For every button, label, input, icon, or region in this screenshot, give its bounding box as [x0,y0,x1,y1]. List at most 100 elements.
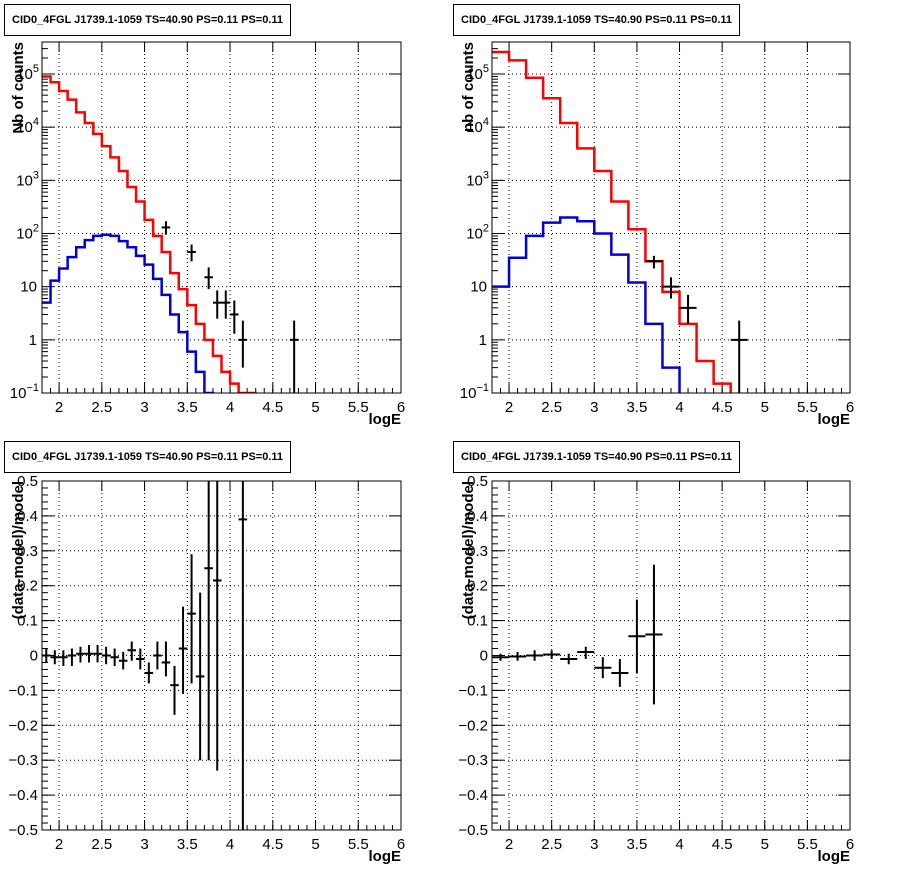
y-axis-label: (data-model)/model [460,481,477,619]
data-point [136,648,145,670]
x-tick-label: 4.5 [262,836,283,853]
data-point [238,481,248,830]
total-model-histogram [42,75,257,393]
data-point [144,662,154,684]
data-point [59,650,68,666]
total-model-histogram [492,50,732,393]
data-point [93,645,102,663]
x-tick-label: 2 [55,399,63,416]
plot-area [492,50,748,393]
data-point [221,290,231,319]
y-tick-label: 105 [466,63,489,83]
y-tick-label: −0.1 [458,682,488,699]
y-tick-label: 104 [466,116,489,136]
x-tick-label: 6 [846,836,854,853]
data-point [230,300,239,334]
data-point [492,653,510,661]
x-tick-label: 5 [311,836,319,853]
y-tick-label: −0.2 [458,717,488,734]
data-point [178,606,188,694]
y-tick-label: 0.3 [17,543,38,560]
y-tick-label: 0.4 [467,508,488,525]
y-tick-label: −0.3 [8,752,38,769]
y-tick-label: 0.2 [467,578,488,595]
x-axis-label: logE [818,848,851,865]
plot-frame [41,480,402,831]
pad-spectrum-coarse: 2 2.5 3 3.5 4 4.5 5 5.5 6 10−1 1 10 102 103 104 105 logE… [449,0,898,437]
x-tick-label: 6 [846,399,854,416]
x-tick-label: 4.5 [712,836,733,853]
y-tick-label: 0.5 [17,473,38,490]
y-tick-label: 103 [466,169,489,189]
y-tick-label: 105 [16,63,39,83]
x-tick-label: 2.5 [541,836,562,853]
data-point [84,645,94,663]
y-tick-label: −0.5 [458,822,488,839]
data-point [42,648,51,663]
x-tick-label: 3 [140,836,148,853]
x-tick-label: 5 [761,399,769,416]
x-tick-label: 3 [140,399,148,416]
pad-residual-coarse: 2 2.5 3 3.5 4 4.5 5 5.5 6 −0.5 −0.4 −0.3 −0.2 −0.1 0 0.… [449,437,898,875]
x-tick-label: 2.5 [541,399,562,416]
source-model-histogram [42,233,215,393]
x-tick-label: 5 [761,836,769,853]
data-point [161,641,171,677]
data-point [76,646,85,663]
x-axis-label: logE [818,411,851,428]
x-axis-label: logE [369,848,402,865]
residual-fine-chart: 2 2.5 3 3.5 4 4.5 5 5.5 6 −0.5 −0.4 −0.3 −0.2 −0.1 0 0.… [8,473,405,865]
x-tick-label: 4.5 [262,399,283,416]
pad-residual-fine: 2 2.5 3 3.5 4 4.5 5 5.5 6 −0.5 −0.4 −0.3 −0.2 −0.1 0 0.… [0,437,449,875]
data-point [204,267,213,290]
chart-title: CID0_4FGL J1739.1-1059 TS=40.90 PS=0.11 … [453,441,741,473]
chart-title: CID0_4FGL J1739.1-1059 TS=40.90 PS=0.11 … [4,441,292,473]
plot-area [42,75,299,393]
data-point [543,650,561,659]
x-tick-label: 3.5 [177,836,198,853]
y-tick-label: 104 [16,116,39,136]
x-tick-label: 4 [226,399,234,416]
y-tick-label: 1 [29,332,37,349]
y-tick-label: 10−1 [10,382,39,402]
y-tick-label: 0.2 [17,578,38,595]
x-tick-label: 5.5 [797,836,818,853]
plot-frame [491,480,851,831]
y-tick-label: −0.2 [8,717,38,734]
data-point [509,652,527,661]
data-point [127,641,137,661]
chart-title: CID0_4FGL J1739.1-1059 TS=40.90 PS=0.11 … [4,4,292,36]
x-tick-label: 6 [397,836,405,853]
x-tick-label: 3.5 [626,836,647,853]
data-point [730,320,748,393]
data-point [645,564,663,705]
y-tick-label: −0.4 [8,787,38,804]
spectrum-coarse-chart: 2 2.5 3 3.5 4 4.5 5 5.5 6 10−1 1 10 102 103 104 105 logE… [460,41,854,428]
x-tick-label: 4.5 [712,399,733,416]
data-point [101,646,111,665]
plot-frame [41,41,402,394]
y-tick-label: 0.1 [467,613,488,630]
source-model-histogram [492,216,681,393]
data-point [67,648,77,666]
y-tick-label: −0.1 [8,682,38,699]
data-point [212,481,222,771]
residual-coarse-chart: 2 2.5 3 3.5 4 4.5 5 5.5 6 −0.5 −0.4 −0.3 −0.2 −0.1 0 0.… [458,473,854,865]
chart-title: CID0_4FGL J1739.1-1059 TS=40.90 PS=0.11 … [453,4,741,36]
y-tick-label: 10 [470,279,487,296]
data-point [195,592,205,761]
data-point [662,277,680,299]
x-tick-label: 5.5 [348,836,369,853]
x-tick-label: 3.5 [177,399,198,416]
y-tick-label: 0 [480,648,488,665]
spectrum-fine-chart: 2 2.5 3 3.5 4 4.5 5 5.5 6 10−1 1 10 102 103 104 105 logE… [10,41,405,428]
y-tick-label: 10−1 [460,382,489,402]
data-point [628,599,646,673]
data-point [153,641,162,670]
data-point [204,481,213,761]
y-tick-label: 102 [16,223,39,243]
data-point [645,255,663,269]
y-tick-label: −0.3 [458,752,488,769]
y-tick-label: 0.3 [467,543,488,560]
x-tick-label: 6 [397,399,405,416]
